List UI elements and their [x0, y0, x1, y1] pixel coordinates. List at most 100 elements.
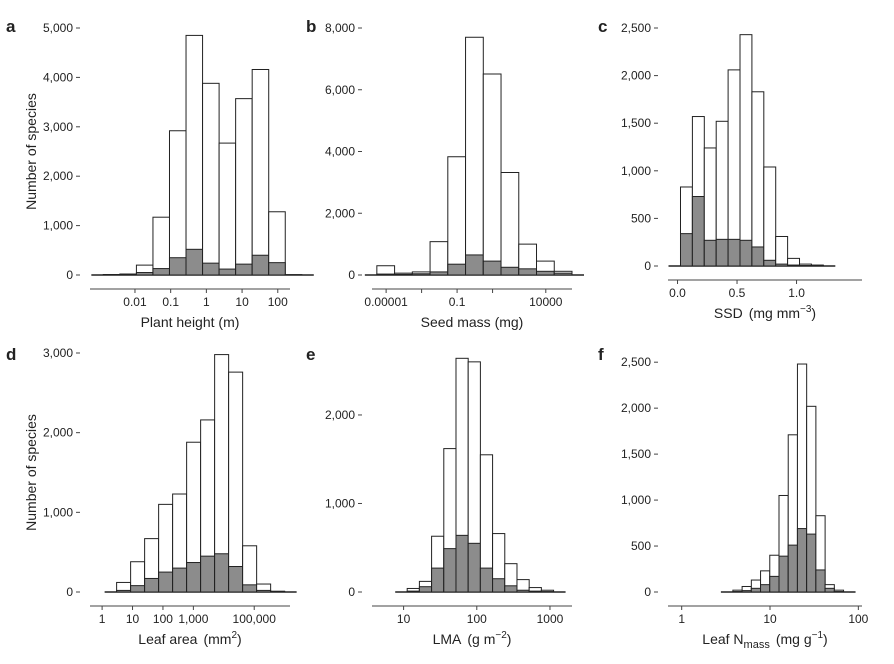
bar-subset	[135, 272, 154, 276]
bar-subset	[787, 264, 801, 267]
bar-subset	[130, 585, 146, 593]
panel-letter: c	[598, 17, 607, 36]
bar-subset	[235, 263, 253, 276]
bar-subset	[418, 586, 433, 593]
y-tick-label: 6,000	[325, 83, 355, 97]
bar-subset	[751, 246, 765, 267]
y-tick-label: 2,000	[43, 169, 73, 183]
x-tick-label: 0.00001	[364, 295, 408, 309]
bar-total	[500, 171, 520, 276]
x-tick-label: 1	[203, 295, 210, 309]
y-tick-label: 2,000	[325, 408, 355, 422]
x-tick-label: 10	[397, 612, 411, 626]
bar-subset	[796, 528, 808, 593]
y-tick-label: 3,000	[43, 346, 73, 360]
y-tick-label: 0	[644, 259, 651, 273]
panel-letter: a	[6, 17, 16, 36]
y-tick-label: 1,000	[43, 219, 73, 233]
bar-subset	[760, 584, 771, 593]
panel-e: 0 1,000 2,000 10 100 1000 LMA (g m−2) e	[306, 345, 572, 647]
bar-subset	[516, 589, 530, 593]
x-tick-label: 10	[763, 612, 777, 626]
y-tick-label: 500	[631, 539, 651, 553]
y-tick-label: 1,000	[325, 496, 355, 510]
bar-subset	[116, 589, 132, 593]
bar-subset	[691, 196, 705, 267]
bar-subset	[158, 571, 174, 593]
bar-subset	[824, 587, 835, 593]
x-tick-label: 100	[467, 612, 487, 626]
bar-subset	[787, 544, 798, 593]
y-tick-label: 0	[644, 585, 651, 599]
x-tick-label: 0.1	[162, 295, 179, 309]
bar-total	[763, 166, 777, 267]
bar-subset	[406, 590, 420, 593]
panel-f: 0 500 1,000 1,500 2,000 2,500 1 10 100 Leaf Nmass…	[598, 345, 869, 651]
panel-letter: d	[6, 345, 16, 364]
bar-subset	[739, 239, 753, 267]
x-tick-label: 1000	[537, 612, 564, 626]
bar-subset	[500, 266, 520, 276]
bar-subset	[455, 534, 469, 593]
bar-subset	[431, 567, 445, 593]
x-tick-label: 100	[153, 612, 173, 626]
y-tick-label: 2,000	[621, 401, 651, 415]
x-tick-label: 10000	[529, 295, 563, 309]
bar-subset	[200, 555, 216, 593]
bar-subset	[778, 555, 789, 593]
bar-total	[235, 98, 253, 276]
x-tick-label: 0.1	[449, 295, 466, 309]
bar-subset	[715, 238, 729, 267]
x-axis-label: Plant height (m)	[141, 314, 240, 330]
bar-total	[228, 371, 244, 593]
bar-subset	[268, 262, 286, 276]
bar-total	[168, 130, 187, 276]
bar-total	[751, 91, 765, 267]
bar-subset	[769, 575, 780, 593]
bar-subset	[775, 263, 789, 267]
bar-subset	[479, 567, 494, 593]
bar-subset	[482, 260, 502, 276]
x-tick-label: 0.5	[729, 286, 746, 300]
bar-total	[482, 73, 502, 276]
bar-subset	[152, 268, 170, 276]
y-tick-label: 1,000	[43, 505, 73, 519]
bar-subset	[186, 562, 202, 593]
panel-letter: f	[598, 345, 604, 364]
bar-subset	[727, 238, 741, 267]
bar-total	[251, 68, 270, 276]
x-axis-label: Leaf area (mm2)	[138, 630, 241, 647]
panel-a: 0 1,000 2,000 3,000 4,000 5,000 0.01 0.1 1 10 100 P…	[6, 17, 314, 330]
y-tick-label: 5,000	[43, 21, 73, 35]
y-tick-label: 8,000	[325, 21, 355, 35]
bar-subset	[144, 577, 160, 593]
bar-subset	[447, 263, 467, 276]
bar-total	[447, 156, 467, 276]
bar-total	[739, 34, 753, 267]
bar-subset	[394, 273, 413, 276]
bar-total	[429, 241, 449, 276]
y-tick-label: 1,500	[621, 447, 651, 461]
x-tick-label: 1,000	[178, 612, 208, 626]
bar-total	[465, 36, 484, 276]
bar-subset	[465, 254, 484, 276]
x-tick-label: 1	[99, 612, 106, 626]
bar-total	[218, 142, 237, 276]
x-tick-label: 0.01	[123, 295, 147, 309]
y-tick-label: 0	[66, 268, 73, 282]
y-tick-label: 2,000	[43, 426, 73, 440]
y-tick-label: 2,000	[325, 206, 355, 220]
x-tick-label: 100	[268, 295, 288, 309]
bar-subset	[242, 584, 258, 593]
bar-subset	[504, 585, 518, 593]
bar-subset	[703, 239, 717, 267]
bar-subset	[376, 273, 396, 276]
bar-subset	[741, 590, 752, 593]
x-tick-label: 10	[235, 295, 249, 309]
bar-subset	[172, 567, 188, 593]
y-tick-label: 2,500	[621, 21, 651, 35]
bar-subset	[553, 272, 573, 276]
x-tick-label: 1	[678, 612, 685, 626]
x-axis-label: LMA (g m−2)	[433, 630, 512, 647]
